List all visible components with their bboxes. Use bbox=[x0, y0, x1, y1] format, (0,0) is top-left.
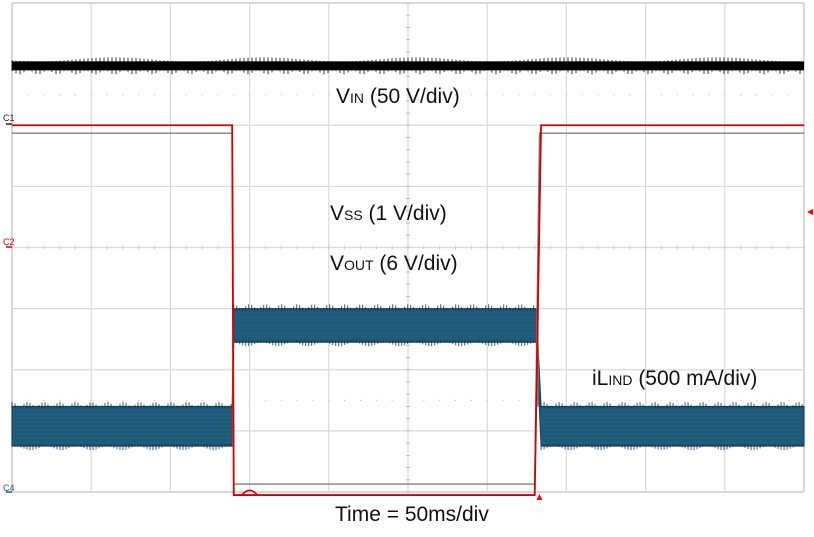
il-label-main: iL bbox=[592, 367, 609, 390]
vout-label-main: V bbox=[330, 252, 345, 275]
vin-label: VIN (50 V/div) bbox=[336, 85, 460, 109]
vin-label-scale: (50 V/div) bbox=[364, 85, 460, 108]
il-label-scale: (500 mA/div) bbox=[632, 367, 758, 390]
il-ind-trace bbox=[11, 304, 805, 451]
channel-marker-c4: C4 bbox=[3, 483, 15, 493]
vin-label-main: V bbox=[336, 85, 351, 108]
vout-label-scale: (6 V/div) bbox=[373, 252, 458, 275]
markers bbox=[6, 123, 813, 500]
il-label: iLIND (500 mA/div) bbox=[592, 367, 757, 391]
vin-label-sub: IN bbox=[350, 90, 365, 106]
vss-label: VSS (1 V/div) bbox=[330, 202, 447, 226]
vout-label-sub: OUT bbox=[344, 257, 374, 273]
trigger-level-marker bbox=[807, 209, 813, 215]
vin-trace bbox=[11, 57, 804, 75]
channel-marker-c2: C2 bbox=[3, 237, 15, 247]
il-label-sub: IND bbox=[608, 372, 633, 388]
vout-label: VOUT (6 V/div) bbox=[330, 252, 458, 276]
vss-label-main: V bbox=[330, 202, 345, 225]
vss-label-scale: (1 V/div) bbox=[362, 202, 447, 225]
vss-label-sub: SS bbox=[344, 207, 363, 223]
vss-trace bbox=[12, 132, 804, 485]
center-ticks bbox=[11, 2, 805, 493]
vout-trace bbox=[12, 124, 804, 496]
channel-marker-c1: C1 bbox=[3, 113, 15, 123]
traces bbox=[11, 57, 805, 496]
time-scale-label: Time = 50ms/div bbox=[335, 503, 489, 526]
trigger-time-marker bbox=[536, 494, 543, 500]
